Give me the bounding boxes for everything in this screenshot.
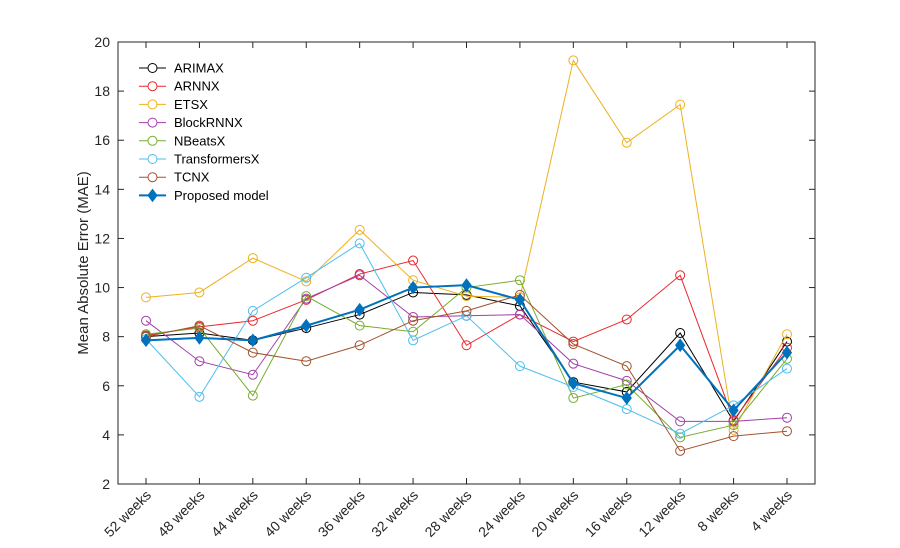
y-tick-label: 10 — [94, 280, 110, 296]
x-tick-label: 48 weeks — [154, 487, 207, 540]
x-tick-label: 36 weeks — [315, 487, 368, 540]
y-tick-label: 8 — [102, 329, 110, 345]
y-axis-title: Mean Absolute Error (MAE) — [75, 171, 92, 354]
legend-label: ARIMAX — [174, 61, 224, 76]
x-tick-label: 40 weeks — [261, 487, 314, 540]
x-tick-label: 28 weeks — [421, 487, 474, 540]
legend-label: ARNNX — [174, 79, 220, 94]
x-tick-label: 44 weeks — [208, 487, 261, 540]
x-tick-label: 4 weeks — [747, 487, 795, 535]
legend-marker — [148, 82, 157, 91]
line-chart: 2 4 6 8 10 12 14 16 18 20 52 weeks 48 weeks 44 weeks… — [0, 0, 900, 548]
y-tick-label: 14 — [94, 181, 110, 197]
y-tick-label: 2 — [102, 476, 110, 492]
x-tick-label: 52 weeks — [101, 487, 154, 540]
x-tick-label: 24 weeks — [475, 487, 528, 540]
legend-marker — [148, 118, 157, 127]
x-tick-label: 16 weeks — [582, 487, 635, 540]
y-tick-label: 6 — [102, 378, 110, 394]
legend-label: ETSX — [174, 97, 208, 112]
y-tick-label: 18 — [94, 83, 110, 99]
legend-label: Proposed model — [174, 188, 269, 203]
x-tick-label: 32 weeks — [368, 487, 421, 540]
legend-marker — [148, 173, 157, 182]
legend-marker — [148, 155, 157, 164]
x-tick-label: 8 weeks — [694, 487, 742, 535]
legend-marker — [148, 100, 157, 109]
y-tick-label: 20 — [94, 34, 110, 50]
y-tick-label: 12 — [94, 230, 110, 246]
y-tick-label: 16 — [94, 132, 110, 148]
legend-marker — [148, 136, 157, 145]
legend-marker — [148, 64, 157, 73]
y-tick-label: 4 — [102, 427, 110, 443]
x-tick-label: 20 weeks — [528, 487, 581, 540]
legend-label: TCNX — [174, 170, 210, 185]
x-tick-label: 12 weeks — [635, 487, 688, 540]
legend-label: TransformersX — [174, 152, 260, 167]
legend-label: NBeatsX — [174, 133, 226, 148]
legend-label: BlockRNNX — [174, 115, 243, 130]
